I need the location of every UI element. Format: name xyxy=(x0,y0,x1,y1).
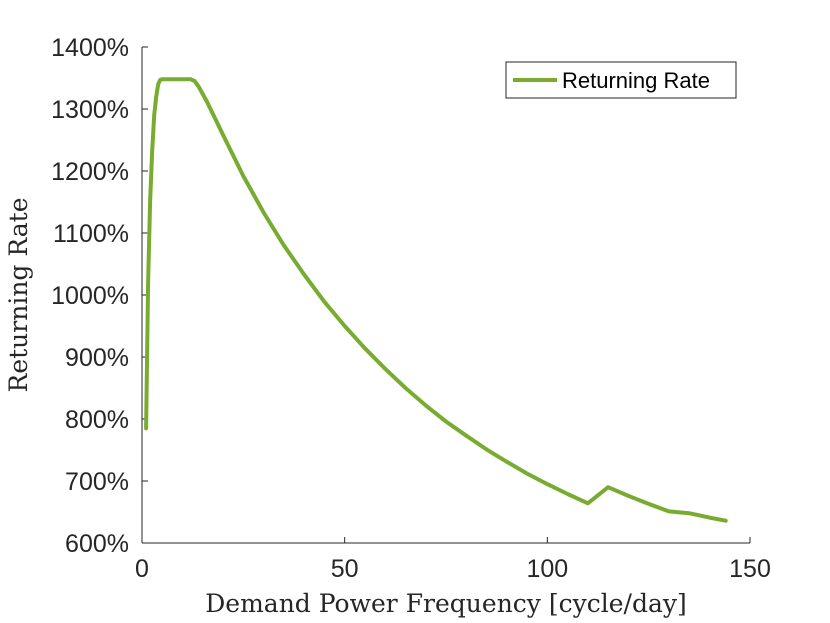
y-tick-label: 1000% xyxy=(51,282,129,310)
legend: Returning Rate xyxy=(505,61,737,99)
y-tick-label: 1400% xyxy=(51,34,129,62)
y-tick-label: 900% xyxy=(65,344,129,372)
x-ticks: 0 50 100 150 xyxy=(135,537,771,583)
y-tick-label: 1200% xyxy=(51,158,129,186)
x-tick-label: 100 xyxy=(526,555,568,583)
x-tick-label: 50 xyxy=(331,555,359,583)
y-axis-label: Returning Rate xyxy=(4,197,33,392)
x-tick-label: 150 xyxy=(729,555,771,583)
x-tick-label: 0 xyxy=(135,555,149,583)
y-tick-label: 1100% xyxy=(53,220,129,248)
series-line-returning-rate xyxy=(144,77,728,523)
y-tick-label: 700% xyxy=(65,468,129,496)
y-tick-label: 1300% xyxy=(51,96,129,124)
legend-label: Returning Rate xyxy=(562,68,710,93)
y-tick-label: 600% xyxy=(65,530,129,558)
y-ticks: 600% 700% 800% 900% 1000% 1100% 1200% 1300% 1400… xyxy=(51,34,148,558)
y-tick-label: 800% xyxy=(65,406,129,434)
plot-background xyxy=(142,47,750,543)
x-axis-label: Demand Power Frequency [cycle/day] xyxy=(205,589,687,618)
